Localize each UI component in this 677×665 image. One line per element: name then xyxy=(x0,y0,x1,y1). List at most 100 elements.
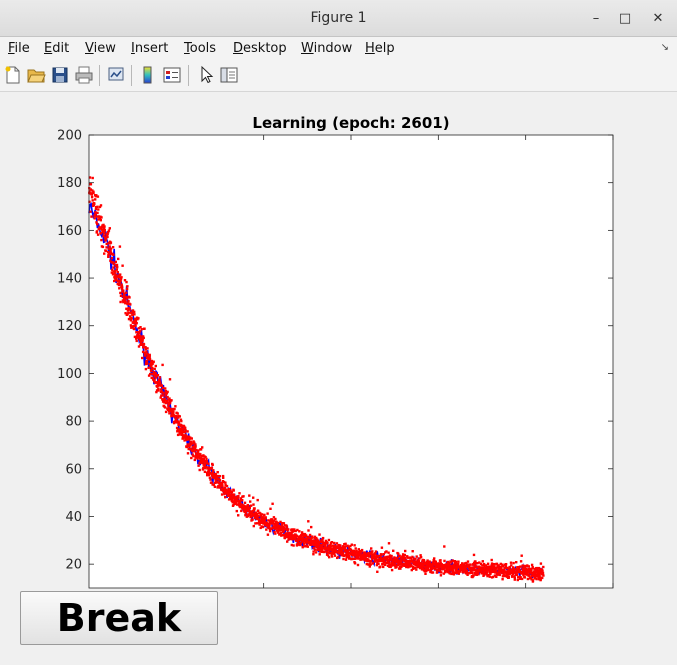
open-file-icon[interactable] xyxy=(26,65,46,85)
data-point xyxy=(149,361,153,364)
data-point xyxy=(225,488,228,491)
data-point xyxy=(521,564,524,567)
data-point xyxy=(273,530,276,534)
data-point xyxy=(424,572,427,575)
data-point xyxy=(113,270,117,273)
menu-window[interactable]: Window xyxy=(301,41,353,56)
data-point xyxy=(198,461,201,465)
data-point xyxy=(103,225,106,228)
break-button[interactable]: Break xyxy=(20,591,218,645)
data-point xyxy=(358,557,361,560)
data-point xyxy=(94,198,97,201)
data-point xyxy=(97,208,100,211)
toolbar xyxy=(0,60,677,92)
dock-arrow-icon[interactable]: ↘ xyxy=(660,42,669,53)
data-point xyxy=(131,313,134,317)
save-icon[interactable] xyxy=(50,65,70,85)
data-point xyxy=(175,419,179,423)
data-point xyxy=(241,499,244,502)
data-point xyxy=(218,475,222,478)
data-point xyxy=(256,522,259,525)
data-point xyxy=(490,558,493,562)
print-icon[interactable] xyxy=(74,65,94,85)
data-point xyxy=(116,271,119,274)
data-point xyxy=(443,569,447,572)
minimize-icon[interactable]: – xyxy=(592,11,600,26)
data-point xyxy=(148,357,152,361)
data-point xyxy=(220,493,224,496)
data-point xyxy=(397,552,400,555)
data-point xyxy=(374,557,378,560)
data-point xyxy=(115,268,118,271)
data-point xyxy=(481,564,484,567)
data-point xyxy=(307,520,310,523)
plot-axes-background[interactable] xyxy=(89,135,613,588)
link-plot-icon[interactable] xyxy=(106,65,126,85)
data-point xyxy=(171,407,175,411)
data-point xyxy=(248,506,251,509)
data-point xyxy=(465,569,468,572)
data-point xyxy=(305,537,309,540)
data-point xyxy=(142,336,145,340)
data-point xyxy=(520,554,523,557)
data-point xyxy=(262,521,265,524)
data-point xyxy=(492,566,495,570)
data-point xyxy=(524,571,528,574)
data-point xyxy=(379,565,382,568)
data-point xyxy=(382,553,385,556)
menu-desktop[interactable]: Desktop xyxy=(233,41,287,56)
data-point xyxy=(258,519,262,522)
data-point xyxy=(274,532,277,535)
data-point xyxy=(233,495,236,498)
new-figure-icon[interactable] xyxy=(3,65,23,85)
data-point xyxy=(199,457,203,460)
data-point xyxy=(433,557,436,560)
data-point xyxy=(407,566,410,569)
data-point xyxy=(304,534,308,537)
data-point xyxy=(426,561,430,564)
data-point xyxy=(542,574,545,577)
data-point xyxy=(251,513,255,517)
maximize-icon[interactable]: □ xyxy=(618,11,632,26)
data-point xyxy=(365,562,368,566)
data-point xyxy=(501,578,504,581)
data-point xyxy=(254,522,257,525)
menu-view[interactable]: View xyxy=(85,41,116,56)
data-point xyxy=(150,376,153,379)
data-point xyxy=(153,374,156,377)
data-point xyxy=(268,529,272,533)
data-point xyxy=(493,574,497,577)
data-point xyxy=(124,302,127,305)
data-point xyxy=(101,225,104,229)
data-point xyxy=(281,523,284,526)
data-point xyxy=(109,250,112,253)
menu-edit[interactable]: Edit xyxy=(44,41,70,56)
pointer-icon[interactable] xyxy=(196,65,216,85)
data-point xyxy=(353,562,357,565)
data-point xyxy=(385,561,389,565)
data-point xyxy=(125,280,128,284)
menu-help[interactable]: Help xyxy=(365,41,395,56)
data-point xyxy=(334,544,337,548)
data-point xyxy=(466,573,469,576)
data-point xyxy=(313,539,316,542)
data-point xyxy=(498,571,502,574)
data-point xyxy=(253,516,257,520)
data-point xyxy=(538,567,542,571)
insert-colorbar-icon[interactable] xyxy=(138,65,158,85)
menu-insert[interactable]: Insert xyxy=(131,41,169,56)
data-point xyxy=(92,203,96,207)
data-point xyxy=(205,461,209,465)
data-point xyxy=(160,394,163,397)
close-icon[interactable]: ✕ xyxy=(652,11,664,26)
data-point xyxy=(166,395,169,399)
data-point xyxy=(224,483,227,487)
insert-legend-icon[interactable] xyxy=(162,65,182,85)
data-point xyxy=(327,548,331,552)
data-point xyxy=(100,238,103,242)
menu-file[interactable]: File xyxy=(8,41,30,56)
menu-tools[interactable]: Tools xyxy=(184,41,217,56)
property-editor-icon[interactable] xyxy=(219,65,239,85)
data-point xyxy=(223,492,226,496)
data-point xyxy=(286,533,289,536)
